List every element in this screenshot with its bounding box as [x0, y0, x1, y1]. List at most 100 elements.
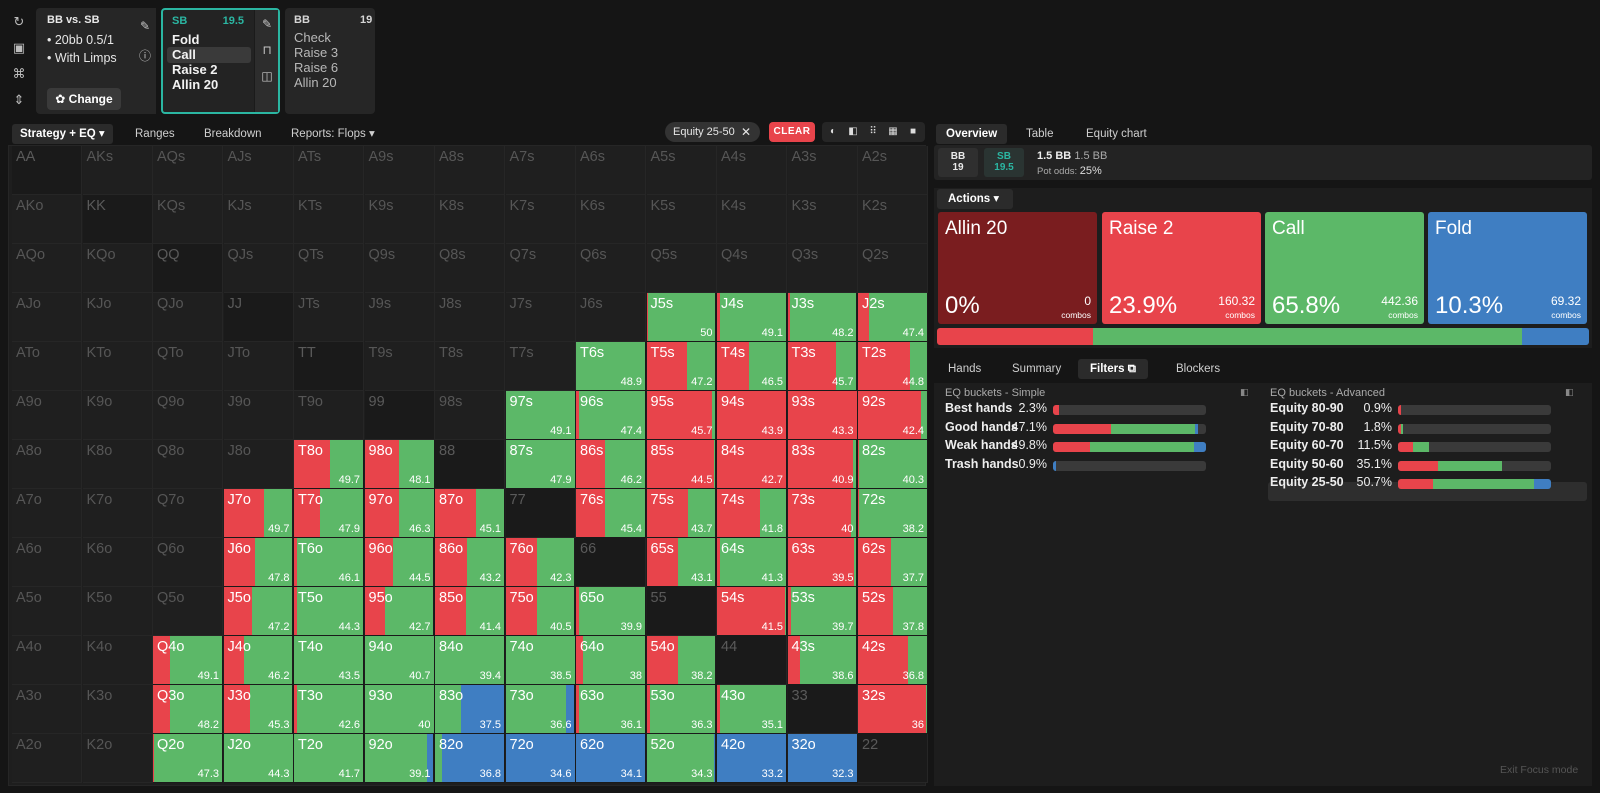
- hand-cell-T8s[interactable]: T8s: [435, 342, 505, 391]
- hand-cell-A5o[interactable]: A5o: [12, 587, 82, 636]
- hand-cell-22[interactable]: 22: [858, 734, 928, 783]
- hand-cell-83o[interactable]: 37.5 83o: [435, 685, 505, 734]
- hand-cell-42o[interactable]: 33.2 42o: [717, 734, 787, 783]
- hand-cell-97s[interactable]: 49.1 97s: [505, 391, 576, 440]
- hand-cell-95o[interactable]: 42.7 95o: [364, 587, 435, 636]
- hand-cell-J2o[interactable]: 44.3 J2o: [223, 734, 294, 783]
- hand-cell-77[interactable]: 77: [505, 489, 576, 538]
- hand-cell-A7s[interactable]: A7s: [505, 146, 576, 195]
- sb-option-fold[interactable]: Fold: [172, 32, 200, 47]
- hand-cell-97o[interactable]: 46.3 97o: [364, 489, 435, 538]
- hand-cell-66[interactable]: 66: [576, 538, 646, 587]
- hand-cell-A7o[interactable]: A7o: [12, 489, 82, 538]
- hand-cell-QJo[interactable]: QJo: [153, 293, 223, 342]
- hand-cell-QTo[interactable]: QTo: [153, 342, 223, 391]
- hand-cell-Q8o[interactable]: Q8o: [153, 440, 223, 489]
- hand-cell-94o[interactable]: 40.7 94o: [364, 636, 435, 685]
- hand-cell-64s[interactable]: 41.3 64s: [717, 538, 787, 587]
- hand-cell-K8s[interactable]: K8s: [435, 195, 505, 244]
- hand-cell-84o[interactable]: 39.4 84o: [435, 636, 505, 685]
- tab-ranges[interactable]: Ranges: [135, 128, 175, 140]
- bb-option-check[interactable]: Check: [294, 30, 331, 45]
- hand-cell-53s[interactable]: 39.7 53s: [787, 587, 858, 636]
- hand-cell-76s[interactable]: 45.4 76s: [576, 489, 646, 538]
- hand-cell-92o[interactable]: 39.1 92o: [364, 734, 435, 783]
- collapse-icon[interactable]: ◧: [1565, 387, 1574, 397]
- filter-chip[interactable]: Equity 25-50 ✕: [665, 122, 760, 142]
- hand-cell-75o[interactable]: 40.5 75o: [505, 587, 576, 636]
- hand-cell-J7s[interactable]: J7s: [505, 293, 576, 342]
- action-box-call[interactable]: Call 65.8% 442.36 combos: [1265, 212, 1424, 324]
- hand-cell-KTs[interactable]: KTs: [294, 195, 364, 244]
- hand-cell-J5o[interactable]: 47.2 J5o: [223, 587, 294, 636]
- hand-cell-54s[interactable]: 41.5 54s: [717, 587, 787, 636]
- hand-cell-T9o[interactable]: T9o: [294, 391, 364, 440]
- refresh-icon[interactable]: ↻: [13, 14, 25, 29]
- hand-cell-85s[interactable]: 44.5 85s: [646, 440, 717, 489]
- hand-cell-Q5o[interactable]: Q5o: [153, 587, 223, 636]
- hand-cell-KJo[interactable]: KJo: [82, 293, 153, 342]
- hand-cell-AQs[interactable]: AQs: [153, 146, 223, 195]
- hand-cell-AKs[interactable]: AKs: [82, 146, 153, 195]
- hand-cell-AJs[interactable]: AJs: [223, 146, 294, 195]
- hand-cell-Q6o[interactable]: Q6o: [153, 538, 223, 587]
- collapse-icon[interactable]: ◧: [1240, 387, 1249, 397]
- hand-cell-82s[interactable]: 40.3 82s: [858, 440, 928, 489]
- hand-cell-A4s[interactable]: A4s: [717, 146, 787, 195]
- actions-dropdown[interactable]: Actions ▾: [937, 189, 1013, 209]
- hand-cell-64o[interactable]: 38 64o: [576, 636, 646, 685]
- hand-cell-73o[interactable]: 36.6 73o: [505, 685, 576, 734]
- view-contrast-icon[interactable]: ◧: [848, 126, 858, 137]
- hand-cell-J8o[interactable]: J8o: [223, 440, 294, 489]
- hand-cell-Q6s[interactable]: Q6s: [576, 244, 646, 293]
- hand-cell-73s[interactable]: 40 73s: [787, 489, 858, 538]
- hand-cell-T8o[interactable]: 49.7 T8o: [294, 440, 364, 489]
- hand-cell-QJs[interactable]: QJs: [223, 244, 294, 293]
- hand-cell-T6s[interactable]: 48.9 T6s: [576, 342, 646, 391]
- tab-overview[interactable]: Overview: [936, 124, 1008, 144]
- hand-cell-KK[interactable]: KK: [82, 195, 153, 244]
- hand-cell-98o[interactable]: 48.1 98o: [364, 440, 435, 489]
- hand-cell-A3s[interactable]: A3s: [787, 146, 858, 195]
- hand-cell-83s[interactable]: 40.9 83s: [787, 440, 858, 489]
- hand-cell-44[interactable]: 44: [717, 636, 787, 685]
- hand-cell-A4o[interactable]: A4o: [12, 636, 82, 685]
- tab-filters[interactable]: Filters ⧉: [1078, 359, 1148, 379]
- hand-cell-54o[interactable]: 38.2 54o: [646, 636, 717, 685]
- hand-cell-63o[interactable]: 36.1 63o: [576, 685, 646, 734]
- tab-hands[interactable]: Hands: [948, 363, 982, 375]
- hand-cell-65s[interactable]: 43.1 65s: [646, 538, 717, 587]
- hand-cell-K2s[interactable]: K2s: [858, 195, 928, 244]
- hand-cell-A3o[interactable]: A3o: [12, 685, 82, 734]
- hand-cell-J7o[interactable]: 49.7 J7o: [223, 489, 294, 538]
- hand-cell-43o[interactable]: 35.1 43o: [717, 685, 787, 734]
- hand-cell-65o[interactable]: 39.9 65o: [576, 587, 646, 636]
- hand-cell-74s[interactable]: 41.8 74s: [717, 489, 787, 538]
- hand-cell-Q7o[interactable]: Q7o: [153, 489, 223, 538]
- hand-cell-82o[interactable]: 36.8 82o: [435, 734, 505, 783]
- hand-cell-Q5s[interactable]: Q5s: [646, 244, 717, 293]
- hand-cell-T7s[interactable]: T7s: [505, 342, 576, 391]
- hand-cell-62s[interactable]: 37.7 62s: [858, 538, 928, 587]
- view-compact-icon[interactable]: ⠿: [869, 126, 877, 137]
- hand-cell-88[interactable]: 88: [435, 440, 505, 489]
- hand-cell-K9s[interactable]: K9s: [364, 195, 435, 244]
- hand-cell-K2o[interactable]: K2o: [82, 734, 153, 783]
- hand-cell-94s[interactable]: 43.9 94s: [717, 391, 787, 440]
- hand-cell-33[interactable]: 33: [787, 685, 858, 734]
- hand-cell-K9o[interactable]: K9o: [82, 391, 153, 440]
- hand-cell-55[interactable]: 55: [646, 587, 717, 636]
- hand-cell-T4o[interactable]: 43.5 T4o: [294, 636, 364, 685]
- action-box-raise[interactable]: Raise 2 23.9% 160.32 combos: [1102, 212, 1261, 324]
- hand-cell-Q9o[interactable]: Q9o: [153, 391, 223, 440]
- hand-cell-Q9s[interactable]: Q9s: [364, 244, 435, 293]
- hand-cell-A6o[interactable]: A6o: [12, 538, 82, 587]
- hand-cell-K6s[interactable]: K6s: [576, 195, 646, 244]
- tab-strategy-eq[interactable]: Strategy + EQ ▾: [12, 124, 113, 144]
- hand-cell-AQo[interactable]: AQo: [12, 244, 82, 293]
- change-button[interactable]: ✿ Change: [47, 88, 121, 110]
- hand-cell-92s[interactable]: 42.4 92s: [858, 391, 928, 440]
- hand-cell-JJ[interactable]: JJ: [223, 293, 294, 342]
- hand-cell-JTo[interactable]: JTo: [223, 342, 294, 391]
- hand-cell-Q2s[interactable]: Q2s: [858, 244, 928, 293]
